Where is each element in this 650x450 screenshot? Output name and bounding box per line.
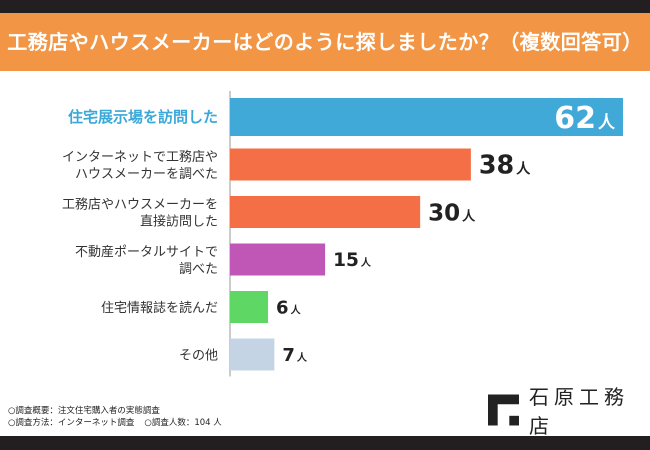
company-logo-icon (488, 394, 519, 426)
category-label: ハウスメーカーを調べた (75, 167, 218, 182)
survey-notes: ○調査概要：注文住宅購入者の実態調査 ○調査方法：インターネット調査 ○調査人数：… (8, 405, 222, 429)
value-label: 30 人 (428, 200, 476, 226)
value-label: 62 人 (554, 101, 616, 136)
survey-method: ○調査方法：インターネット調査 (8, 418, 135, 428)
bar (230, 243, 326, 276)
page-title: 工務店やハウスメーカーはどのように探しましたか？（複数回答可） (0, 13, 650, 71)
category-label: 直接訪問した (140, 214, 218, 230)
survey-count: ○調査人数：104 人 (144, 418, 222, 428)
category-label: 住宅展示場を訪問した (68, 108, 218, 126)
bar (230, 196, 421, 228)
bar (230, 98, 623, 136)
value-label: 38 人 (479, 150, 531, 180)
survey-overview: ○調査概要：注文住宅購入者の実態調査 (8, 406, 160, 416)
bar (230, 148, 471, 181)
category-label: 不動産ポータルサイトで (75, 244, 218, 260)
value-label: 15 人 (333, 250, 372, 271)
bar (230, 291, 269, 323)
bar (230, 338, 275, 371)
company-logo: 石原工務店 (488, 385, 650, 438)
category-label: 調べた (179, 262, 218, 277)
category-label: 工務店やハウスメーカーを (62, 198, 218, 213)
bottom-frame-bar (0, 436, 650, 450)
top-frame-bar (0, 0, 650, 13)
category-label: インターネットで工務店や (62, 150, 218, 165)
company-name: 石原工務店 (528, 385, 629, 438)
category-label: 住宅情報誌を読んだ (101, 300, 218, 316)
category-label: その他 (179, 349, 218, 364)
